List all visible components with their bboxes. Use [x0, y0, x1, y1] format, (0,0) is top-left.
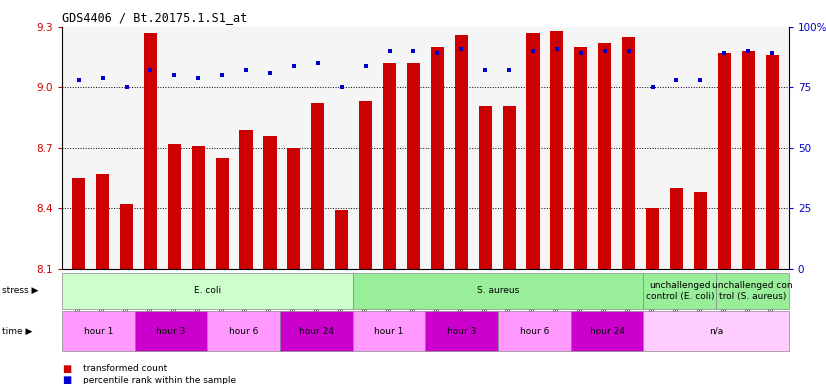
Bar: [144, 33, 157, 269]
Point: [359, 63, 373, 69]
Point: [72, 77, 85, 83]
Bar: [263, 136, 277, 269]
Bar: [425, 311, 498, 351]
Point: [192, 74, 205, 81]
Point: [526, 48, 539, 54]
Bar: [72, 178, 85, 269]
Point: [168, 72, 181, 78]
Bar: [643, 311, 789, 351]
Point: [120, 84, 133, 91]
Point: [742, 48, 755, 54]
Point: [430, 50, 444, 56]
Point: [478, 67, 491, 73]
Bar: [216, 158, 229, 269]
Bar: [120, 204, 133, 269]
Text: GDS4406 / Bt.20175.1.S1_at: GDS4406 / Bt.20175.1.S1_at: [62, 12, 247, 25]
Bar: [280, 311, 353, 351]
Point: [622, 48, 635, 54]
Bar: [718, 53, 731, 269]
Point: [263, 70, 277, 76]
Point: [694, 77, 707, 83]
Bar: [766, 55, 779, 269]
Point: [144, 67, 157, 73]
Text: hour 3: hour 3: [447, 327, 477, 336]
Text: unchallenged
control (E. coli): unchallenged control (E. coli): [646, 281, 714, 301]
Text: E. coli: E. coli: [194, 286, 221, 295]
Bar: [598, 43, 611, 269]
Bar: [192, 146, 205, 269]
Bar: [62, 311, 135, 351]
Point: [670, 77, 683, 83]
Bar: [135, 311, 207, 351]
Bar: [646, 209, 659, 269]
Bar: [670, 188, 683, 269]
Bar: [287, 148, 301, 269]
Text: S. aureus: S. aureus: [477, 286, 520, 295]
Bar: [694, 192, 707, 269]
Point: [216, 72, 229, 78]
Text: percentile rank within the sample: percentile rank within the sample: [83, 376, 235, 384]
Point: [335, 84, 349, 91]
Point: [766, 50, 779, 56]
Point: [407, 48, 420, 54]
Point: [383, 48, 396, 54]
Bar: [502, 106, 515, 269]
Bar: [431, 47, 444, 269]
Text: hour 6: hour 6: [229, 327, 259, 336]
Text: hour 24: hour 24: [590, 327, 624, 336]
Text: ■: ■: [62, 364, 71, 374]
Point: [502, 67, 515, 73]
Bar: [240, 130, 253, 269]
Bar: [383, 63, 396, 269]
Text: hour 3: hour 3: [156, 327, 186, 336]
Point: [96, 74, 109, 81]
Point: [240, 67, 253, 73]
Bar: [311, 104, 325, 269]
Bar: [168, 144, 181, 269]
Text: hour 24: hour 24: [299, 327, 334, 336]
Bar: [407, 63, 420, 269]
Point: [718, 50, 731, 56]
Point: [454, 46, 468, 52]
Bar: [498, 311, 571, 351]
Bar: [96, 174, 109, 269]
Text: hour 6: hour 6: [520, 327, 549, 336]
Point: [574, 50, 587, 56]
Bar: [335, 210, 349, 269]
Bar: [359, 101, 373, 269]
Text: unchallenged con
trol (S. aureus): unchallenged con trol (S. aureus): [712, 281, 793, 301]
Bar: [207, 311, 280, 351]
Bar: [550, 31, 563, 269]
Point: [598, 48, 611, 54]
Bar: [526, 33, 539, 269]
Bar: [622, 37, 635, 269]
Bar: [716, 273, 789, 309]
Text: transformed count: transformed count: [83, 364, 167, 373]
Bar: [353, 311, 425, 351]
Bar: [478, 106, 491, 269]
Point: [646, 84, 659, 91]
Bar: [742, 51, 755, 269]
Bar: [574, 47, 587, 269]
Point: [550, 46, 563, 52]
Text: n/a: n/a: [709, 327, 724, 336]
Bar: [62, 273, 353, 309]
Bar: [571, 311, 643, 351]
Bar: [643, 273, 716, 309]
Bar: [353, 273, 643, 309]
Point: [287, 63, 301, 69]
Text: hour 1: hour 1: [374, 327, 404, 336]
Point: [311, 60, 325, 66]
Text: time ▶: time ▶: [2, 327, 32, 336]
Text: ■: ■: [62, 375, 71, 384]
Bar: [454, 35, 468, 269]
Text: hour 1: hour 1: [83, 327, 113, 336]
Text: stress ▶: stress ▶: [2, 286, 38, 295]
